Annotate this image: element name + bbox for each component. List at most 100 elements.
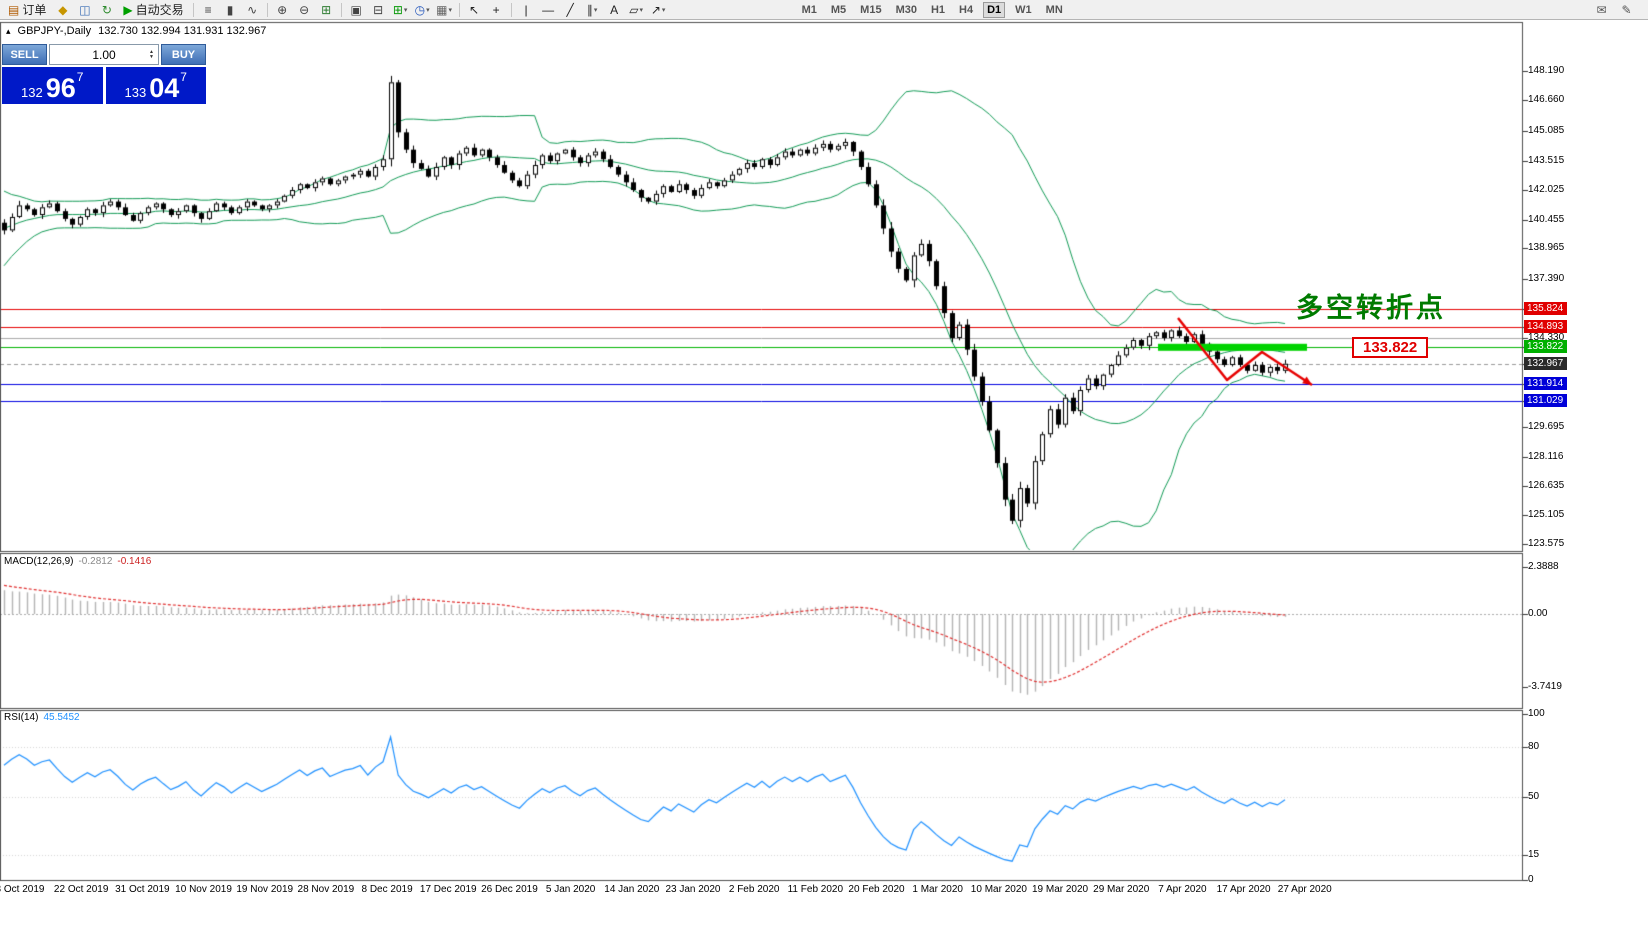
date-axis-label: 31 Oct 2019: [115, 884, 170, 895]
zoom-out-icon[interactable]: ⊖: [294, 1, 315, 19]
price-axis-badge: 131.029: [1524, 394, 1568, 407]
bid-pips: 96: [45, 73, 76, 103]
new-order-button[interactable]: ▤ 订单: [3, 1, 51, 19]
toolbar: ▤ 订单 ◆ ◫ ↻ ▶ 自动交易 ≡ ▮ ∿ ⊕ ⊖ ⊞ ▣ ⊟ ⊞ ▾ ◷ ▾ ▦ ▾ ↖ + | ― ╱ ∥ ▾ A ▱ ▾ ↗ ▾ M1 M…: [0, 0, 1648, 20]
cursor-icon-glyph: ↖: [469, 2, 480, 17]
search-icon[interactable]: ✎: [1621, 2, 1632, 17]
shapes-icon[interactable]: ▱ ▾: [626, 1, 647, 19]
price-axis-badge: 131.914: [1524, 376, 1568, 390]
ask-figure: 133: [124, 85, 147, 100]
text-label-icon[interactable]: A: [604, 1, 625, 19]
trendline-icon[interactable]: ╱: [560, 1, 581, 19]
equidistant-channel-icon[interactable]: ∥ ▾: [582, 1, 603, 19]
equidistant-channel-icon-glyph: ∥: [586, 2, 593, 17]
auto-trading-button[interactable]: ▶ 自动交易: [118, 1, 188, 19]
crosshair-icon-glyph: +: [492, 2, 500, 17]
bid-figure: 132: [21, 85, 43, 100]
rsi-axis-label: 80: [1528, 741, 1540, 753]
dropdown-arrow-icon[interactable]: ▾: [426, 6, 430, 14]
macd-main-value: -0.2812: [78, 556, 113, 567]
timeframe-h4-button[interactable]: H4: [959, 3, 974, 16]
price-axis-badge: 134.893: [1524, 319, 1568, 333]
bid-price-display[interactable]: 132 96 7: [2, 67, 103, 104]
lot-size-value[interactable]: 1.00: [92, 47, 116, 62]
dropdown-arrow-icon[interactable]: ▾: [593, 6, 598, 14]
timeframe-m15-button[interactable]: M15: [860, 3, 882, 16]
new-chart-icon[interactable]: ◆: [52, 1, 73, 19]
refresh-icon-glyph: ↻: [101, 2, 112, 17]
rsi-value: 45.5452: [43, 712, 80, 723]
lot-size-field[interactable]: 1.00 ▲ ▼: [49, 44, 159, 65]
timeframe-bar: M1 M5 M15 M30 H1 H4 D1 W1 MN: [798, 1, 1067, 18]
date-axis-label: 14 Jan 2020: [604, 884, 660, 895]
sell-button[interactable]: SELL: [2, 44, 47, 65]
timeframe-m1-button[interactable]: M1: [801, 3, 817, 16]
horizontal-line-icon[interactable]: ―: [538, 1, 559, 19]
refresh-icon[interactable]: ↻: [96, 1, 117, 19]
candlestick-chart-icon-glyph: ▮: [226, 2, 234, 17]
tile-windows-icon[interactable]: ⊞: [316, 1, 337, 19]
dropdown-arrow-icon[interactable]: ▾: [639, 6, 643, 14]
timeframe-m30-button[interactable]: M30: [895, 3, 917, 16]
vertical-line-icon[interactable]: |: [516, 1, 537, 19]
text-label-icon-glyph: A: [610, 2, 619, 17]
timeframe-m5-button[interactable]: M5: [830, 3, 847, 16]
price-axis-badge: 133.822: [1524, 340, 1568, 354]
annotation-price-label: 133.822: [1352, 337, 1429, 358]
price-axis-label: 148.190: [1528, 65, 1565, 76]
cascade-windows-icon-glyph: ▣: [350, 2, 362, 17]
ask-price-display[interactable]: 133 04 7: [105, 67, 206, 104]
price-axis-label: 143.515: [1528, 154, 1565, 166]
lot-down-icon[interactable]: ▼: [149, 53, 154, 60]
new-order-glyph: ▤: [8, 2, 20, 17]
lot-up-icon[interactable]: ▲: [149, 48, 154, 55]
ohlc-values: 132.730 132.994 131.931 132.967: [98, 25, 267, 37]
profiles-icon-glyph: ◫: [79, 2, 91, 17]
lot-spinner[interactable]: ▲ ▼: [149, 48, 154, 60]
dropdown-arrow-icon[interactable]: ▾: [448, 6, 453, 14]
date-axis-label: 2 Feb 2020: [728, 884, 780, 895]
cascade-windows-icon[interactable]: ▣: [346, 1, 367, 19]
dropdown-arrow-icon[interactable]: ▾: [403, 6, 408, 14]
toolbar-separator: [340, 2, 342, 17]
price-axis-label: 138.965: [1528, 242, 1565, 254]
date-axis-label: 27 Apr 2020: [1277, 884, 1332, 895]
rsi-indicator-title: RSI(14) 45.5452: [4, 712, 80, 723]
arrows-tool-icon[interactable]: ↗ ▾: [648, 1, 669, 19]
candlestick-chart-icon[interactable]: ▮: [220, 1, 241, 19]
dropdown-arrow-icon[interactable]: ▾: [661, 6, 666, 14]
line-chart-icon[interactable]: ∿: [242, 1, 263, 19]
cursor-icon[interactable]: ↖: [464, 1, 485, 19]
ask-pipette: 7: [180, 70, 187, 84]
indicators-icon[interactable]: ⊞ ▾: [390, 1, 411, 19]
profiles-icon[interactable]: ◫: [74, 1, 95, 19]
periodicity-icon-glyph: ◷: [414, 2, 426, 17]
bar-chart-icon-glyph: ≡: [204, 2, 212, 17]
macd-axis-label: 0.00: [1528, 608, 1548, 619]
zoom-in-icon[interactable]: ⊕: [272, 1, 293, 19]
trendline-icon-glyph: ╱: [566, 2, 574, 17]
timeframe-w1-button[interactable]: W1: [1015, 3, 1032, 16]
crosshair-icon[interactable]: +: [486, 1, 507, 19]
zoom-out-icon-glyph: ⊖: [299, 2, 310, 17]
bar-chart-icon[interactable]: ≡: [198, 1, 219, 19]
templates-icon[interactable]: ▦ ▾: [434, 1, 455, 19]
price-axis-label: 128.116: [1528, 451, 1564, 463]
date-axis-label: 8 Dec 2019: [361, 884, 413, 895]
periodicity-icon[interactable]: ◷ ▾: [412, 1, 433, 19]
toolbar-separator: [192, 2, 194, 17]
tile-horizontal-icon[interactable]: ⊟: [368, 1, 389, 19]
messages-icon[interactable]: ✉: [1596, 2, 1607, 17]
date-axis-label: 3 Oct 2019: [0, 884, 45, 895]
timeframe-mn-button[interactable]: MN: [1045, 3, 1063, 16]
horizontal-line-icon-glyph: ―: [542, 2, 555, 17]
toolbar-separator: [458, 2, 460, 17]
collapse-trade-panel-icon[interactable]: ▴: [6, 25, 11, 36]
rsi-axis-label: 0: [1528, 874, 1534, 885]
buy-button[interactable]: BUY: [161, 44, 206, 65]
tile-windows-icon-glyph: ⊞: [321, 2, 332, 17]
timeframe-d1-button[interactable]: D1: [983, 1, 1006, 18]
timeframe-h1-button[interactable]: H1: [930, 3, 946, 16]
